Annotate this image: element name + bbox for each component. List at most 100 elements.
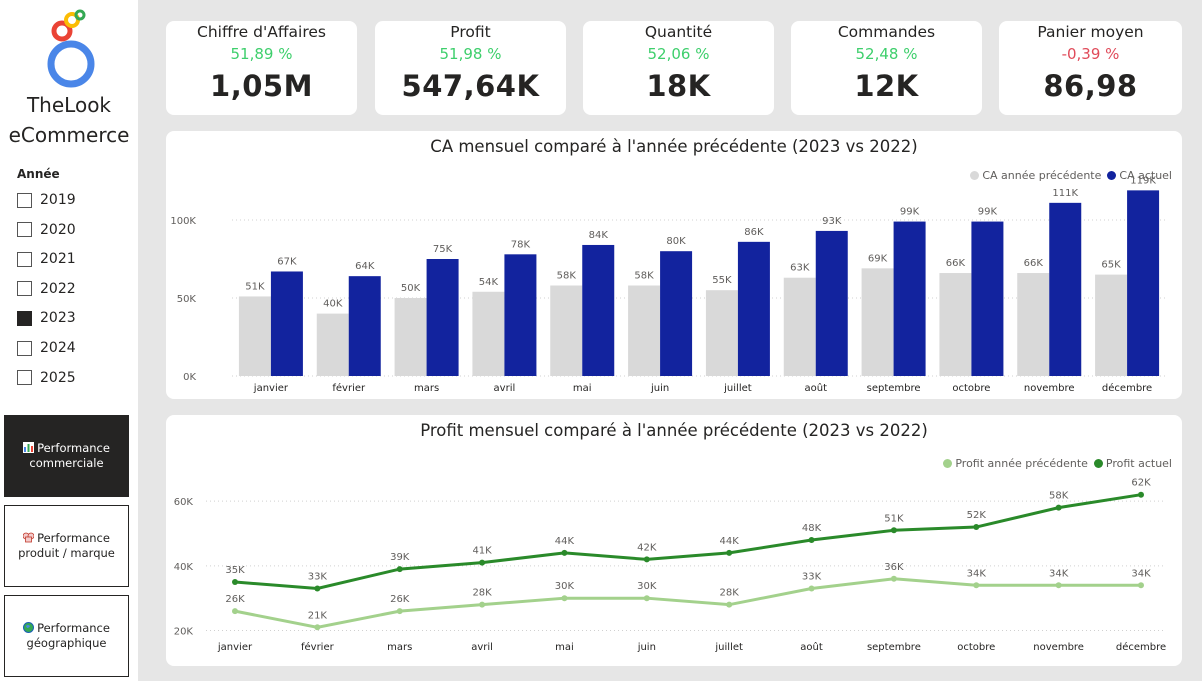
year-option-0[interactable]: 2019 — [17, 189, 76, 211]
x-tick-label: décembre — [1102, 382, 1152, 394]
x-tick-label: avril — [494, 383, 516, 394]
bar-prev[interactable] — [861, 268, 894, 376]
point-data-label: 42K — [637, 542, 657, 553]
x-tick-label: juillet — [714, 642, 743, 653]
legend-item-curr[interactable]: CA actuel — [1107, 169, 1172, 182]
bar-prev[interactable] — [939, 273, 972, 376]
point-prev[interactable] — [643, 595, 650, 602]
point-prev[interactable] — [973, 582, 980, 589]
line-curr[interactable] — [234, 493, 1142, 591]
point-prev[interactable] — [1055, 582, 1062, 589]
bar-prev[interactable] — [550, 285, 583, 376]
bar-curr[interactable] — [893, 221, 926, 376]
year-checkbox[interactable] — [17, 281, 32, 297]
bar-data-label: 75K — [433, 244, 453, 255]
bar-prev[interactable] — [1017, 273, 1050, 376]
point-prev[interactable] — [314, 624, 321, 631]
point-prev[interactable] — [396, 608, 403, 615]
year-label: 2019 — [40, 192, 76, 208]
bar-prev[interactable] — [238, 296, 271, 376]
globe-icon — [23, 621, 37, 635]
bar-data-label: 69K — [868, 253, 888, 264]
x-tick-label: juin — [650, 383, 669, 394]
bar-prev[interactable] — [628, 285, 661, 376]
legend-item-prev[interactable]: CA année précédente — [970, 169, 1101, 182]
year-checkbox[interactable] — [17, 340, 32, 356]
bar-curr[interactable] — [582, 244, 615, 376]
bar-curr[interactable] — [426, 259, 459, 376]
point-curr[interactable] — [561, 549, 568, 556]
point-curr[interactable] — [396, 566, 403, 573]
point-curr[interactable] — [232, 579, 238, 586]
bar-curr[interactable] — [348, 276, 381, 376]
point-data-label: 36K — [884, 562, 904, 573]
kpi-title: Profit — [450, 23, 491, 41]
bar-curr[interactable] — [1049, 202, 1082, 376]
point-curr[interactable] — [479, 559, 486, 566]
bar-data-label: 78K — [511, 239, 531, 250]
point-curr[interactable] — [314, 585, 321, 592]
bar-prev[interactable] — [1095, 274, 1128, 376]
line-prev[interactable] — [234, 577, 1141, 629]
nav-button-2[interactable]: Performance géographique — [4, 595, 129, 677]
kpi-delta: 51,98 % — [439, 45, 502, 63]
legend-label-curr: CA actuel — [1119, 169, 1172, 182]
ca-chart-legend: CA année précédente CA actuel — [964, 169, 1172, 182]
year-option-5[interactable]: 2024 — [17, 337, 76, 359]
sidebar: TheLook eCommerce Année 2019 2020 2021 2022… — [0, 0, 138, 681]
point-prev[interactable] — [808, 585, 815, 592]
nav-button-0[interactable]: Performance commerciale — [4, 415, 129, 497]
point-prev[interactable] — [890, 575, 897, 582]
year-checkbox[interactable] — [17, 251, 32, 267]
year-label: 2021 — [40, 251, 76, 268]
legend-item-curr-profit[interactable]: Profit actuel — [1093, 457, 1172, 470]
point-prev[interactable] — [561, 595, 568, 602]
bar-curr[interactable] — [815, 230, 848, 376]
point-curr[interactable] — [1055, 504, 1062, 511]
year-option-2[interactable]: 2021 — [17, 248, 76, 270]
point-curr[interactable] — [808, 536, 815, 543]
bar-curr[interactable] — [270, 271, 303, 376]
year-checkbox[interactable] — [17, 222, 32, 238]
year-checkbox[interactable] — [17, 310, 32, 326]
point-data-label: 62K — [1131, 478, 1151, 489]
year-option-6[interactable]: 2025 — [17, 367, 76, 389]
year-option-1[interactable]: 2020 — [17, 219, 76, 241]
bar-curr[interactable] — [971, 221, 1004, 376]
point-curr[interactable] — [973, 524, 980, 531]
point-curr[interactable] — [890, 527, 897, 534]
kpi-delta: 51,89 % — [230, 45, 293, 63]
bar-data-label: 55K — [712, 275, 732, 286]
point-prev[interactable] — [232, 608, 238, 615]
bar-curr[interactable] — [660, 251, 693, 376]
legend-item-prev-profit[interactable]: Profit année précédente — [943, 457, 1088, 470]
point-prev[interactable] — [479, 601, 486, 608]
bar-curr[interactable] — [737, 241, 770, 376]
profit-chart-legend: Profit année précédente Profit actuel — [937, 457, 1172, 470]
bar-curr[interactable] — [504, 254, 537, 376]
bar-prev[interactable] — [472, 291, 505, 376]
year-option-3[interactable]: 2022 — [17, 278, 76, 300]
point-curr[interactable] — [643, 556, 650, 563]
year-option-4[interactable]: 2023 — [17, 307, 76, 329]
nav-button-label-1: Performance — [37, 621, 110, 635]
point-curr[interactable] — [726, 549, 733, 556]
year-checkbox[interactable] — [17, 192, 32, 208]
bar-prev[interactable] — [783, 277, 816, 376]
point-curr[interactable] — [1138, 491, 1144, 498]
bar-curr[interactable] — [1127, 190, 1160, 376]
year-label: 2023 — [40, 310, 76, 327]
year-checkbox[interactable] — [17, 370, 32, 386]
bar-prev[interactable] — [316, 313, 349, 376]
brand-line-2: eCommerce — [8, 123, 130, 147]
point-data-label: 33K — [802, 571, 822, 582]
kpi-value: 18K — [646, 69, 711, 103]
nav-button-1[interactable]: Performance produit / marque — [4, 505, 129, 587]
bar-prev[interactable] — [394, 298, 427, 376]
legend-dot-curr-profit — [1093, 459, 1103, 468]
legend-label-curr-profit: Profit actuel — [1105, 457, 1172, 470]
bar-prev[interactable] — [705, 290, 738, 376]
point-prev[interactable] — [726, 601, 733, 608]
point-prev[interactable] — [1138, 582, 1144, 589]
kpi-value: 547,64K — [401, 69, 540, 103]
